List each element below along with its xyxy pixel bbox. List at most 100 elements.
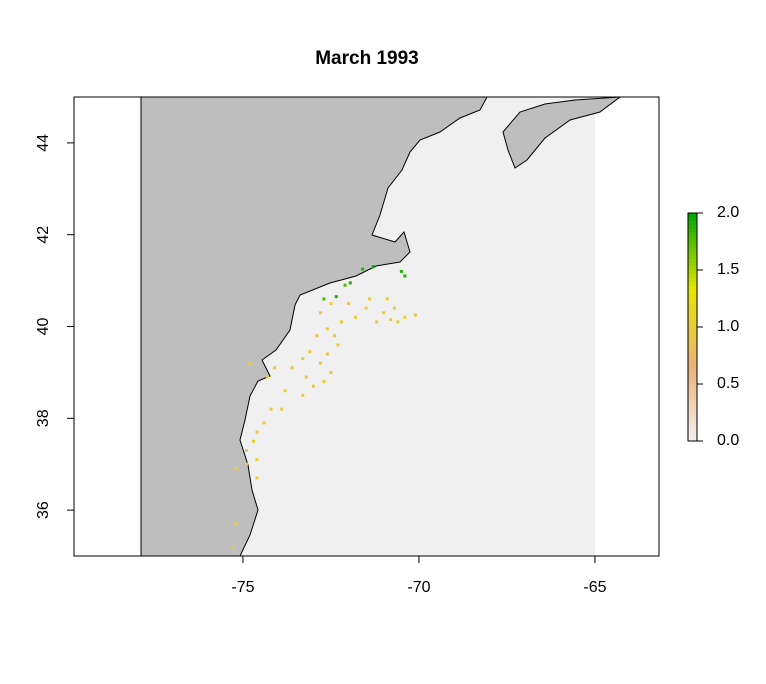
point <box>255 458 259 462</box>
colorbar-step <box>688 327 697 332</box>
point <box>230 545 234 549</box>
point <box>301 393 305 397</box>
y-tick-label: 40 <box>35 318 52 336</box>
colorbar-step <box>688 270 697 275</box>
colorbar-step <box>688 346 697 351</box>
point <box>334 295 338 299</box>
point <box>311 384 315 388</box>
colorbar-step <box>688 418 697 423</box>
land <box>140 97 621 556</box>
colorbar-step <box>688 239 697 244</box>
point <box>318 311 322 315</box>
colorbar-step <box>688 296 697 301</box>
colorbar-step <box>688 224 697 229</box>
point <box>255 476 259 480</box>
colorbar-step <box>688 243 697 248</box>
colorbar-step <box>688 266 697 271</box>
y-tick-label: 36 <box>35 501 52 519</box>
colorbar-step <box>688 308 697 313</box>
colorbar-step <box>688 391 697 396</box>
point <box>325 352 329 356</box>
colorbar-step <box>688 334 697 339</box>
colorbar-step <box>688 289 697 294</box>
point <box>347 302 351 306</box>
colorbar-step <box>688 338 697 343</box>
colorbar-step <box>688 292 697 298</box>
point <box>244 448 248 452</box>
point <box>329 302 333 306</box>
colorbar-step <box>688 220 697 225</box>
colorbar-step <box>688 277 697 282</box>
y-tick-label: 44 <box>35 134 52 152</box>
point <box>290 366 294 370</box>
point <box>348 281 352 285</box>
colorbar-step <box>688 273 697 279</box>
point <box>340 320 344 324</box>
y-tick-label: 38 <box>35 409 52 427</box>
colorbar-step <box>688 406 697 412</box>
point <box>322 297 326 301</box>
colorbar-tick-label: 1.0 <box>717 318 739 335</box>
colorbar-step <box>688 433 697 438</box>
point <box>403 274 407 278</box>
colorbar-step <box>688 258 697 263</box>
colorbar-step <box>688 403 697 408</box>
colorbar-step <box>688 262 697 267</box>
point <box>308 350 312 354</box>
point <box>301 357 305 361</box>
point <box>280 407 284 411</box>
point <box>392 306 396 310</box>
point <box>336 343 340 347</box>
colorbar-step <box>688 304 697 309</box>
point <box>244 462 248 466</box>
point <box>252 439 256 443</box>
point <box>262 421 266 425</box>
point <box>332 334 336 338</box>
colorbar-step <box>688 368 697 374</box>
colorbar-step <box>688 342 697 347</box>
colorbar-step <box>688 311 697 317</box>
colorbar-step <box>688 323 697 328</box>
point <box>255 430 259 434</box>
colorbar-step <box>688 361 697 366</box>
colorbar-step <box>688 380 697 385</box>
colorbar-step <box>688 353 697 358</box>
colorbar-step <box>688 251 697 256</box>
colorbar-step <box>688 319 697 324</box>
x-tick-label: -70 <box>407 579 430 596</box>
colorbar-tick-label: 0.5 <box>717 375 739 392</box>
point <box>361 267 365 271</box>
colorbar-step <box>688 254 697 260</box>
point <box>318 361 322 365</box>
colorbar-step <box>688 228 697 233</box>
point <box>396 320 400 324</box>
point <box>329 370 333 374</box>
point <box>364 306 368 310</box>
colorbar-step <box>688 422 697 427</box>
point <box>385 297 389 301</box>
x-tick-label: -65 <box>583 579 606 596</box>
point <box>354 315 358 319</box>
colorbar-step <box>688 235 697 241</box>
point <box>375 320 379 324</box>
colorbar-step <box>688 376 697 381</box>
colorbar-step <box>688 300 697 305</box>
colorbar-tick-label: 2.0 <box>717 204 739 221</box>
point <box>234 467 238 471</box>
colorbar-step <box>688 247 697 252</box>
colorbar-step <box>688 387 697 393</box>
colorbar-step <box>688 395 697 400</box>
point <box>283 389 287 393</box>
point <box>304 375 308 379</box>
x-tick-label: -75 <box>231 579 254 596</box>
colorbar-step <box>688 425 697 431</box>
colorbar-step <box>688 213 697 218</box>
point <box>269 407 273 411</box>
colorbar-step <box>688 232 697 237</box>
point <box>413 313 417 317</box>
colorbar-step <box>688 330 697 336</box>
point <box>322 380 326 384</box>
colorbar-step <box>688 437 697 442</box>
point <box>382 311 386 315</box>
